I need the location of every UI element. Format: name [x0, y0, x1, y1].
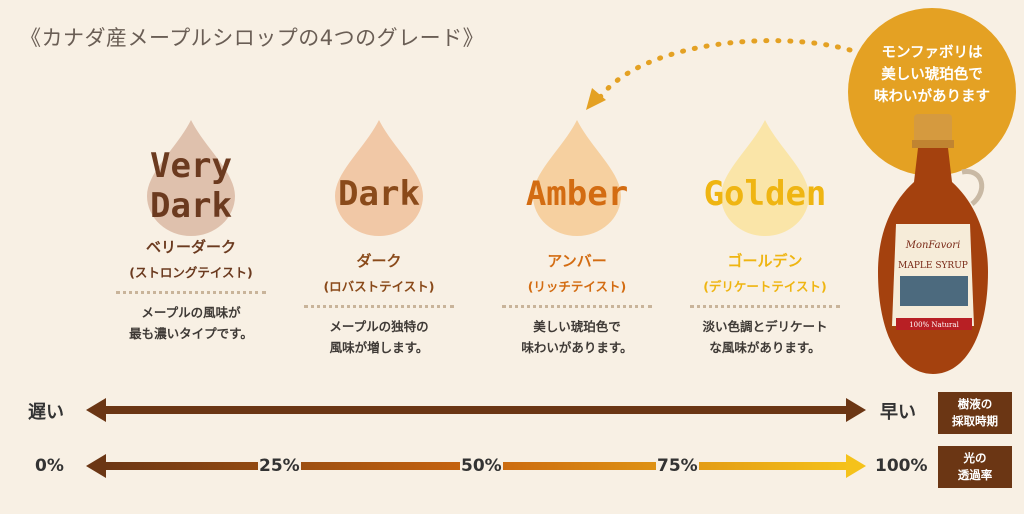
grade-name: Very Dark: [150, 146, 232, 226]
tick-0: 0%: [34, 456, 65, 476]
grade-golden: Golden ゴールデン (デリケートテイスト) 淡い色調とデリケート な風味があ…: [670, 118, 860, 358]
dotted-divider: [502, 305, 652, 308]
tick-25: 25%: [258, 456, 301, 476]
grade-dark: Dark ダーク (ロバストテイスト) メープルの独特の 風味が増します。: [284, 118, 474, 358]
dotted-divider: [116, 291, 266, 294]
grade-jp-name: ベリーダーク: [145, 238, 236, 256]
grade-name: Amber: [525, 174, 629, 214]
harvest-double-arrow: [86, 398, 866, 422]
tick-75: 75%: [656, 456, 699, 476]
svg-text:MonFavori: MonFavori: [905, 240, 961, 251]
dotted-divider: [304, 305, 454, 308]
grade-very-dark: Very Dark ベリーダーク (ストロングテイスト) メープルの風味が 最も濃い…: [96, 118, 286, 344]
grade-name: Golden: [703, 174, 827, 214]
grade-description: 美しい琥珀色で 味わいがあります。: [521, 319, 633, 355]
grade-description: メープルの風味が 最も濃いタイプです。: [129, 305, 253, 341]
droplet-icon: [533, 120, 621, 236]
grade-taste: (デリケートテイスト): [703, 279, 827, 294]
droplet-icon: [147, 120, 235, 236]
grade-description: 淡い色調とデリケート な風味があります。: [702, 319, 828, 355]
tick-100: 100%: [874, 456, 929, 476]
grade-name: Dark: [338, 174, 420, 214]
svg-text:MAPLE SYRUP: MAPLE SYRUP: [898, 261, 968, 271]
tick-50: 50%: [460, 456, 503, 476]
grade-taste: (ストロングテイスト): [129, 265, 253, 280]
transmittance-label-box: 光の 透過率: [938, 446, 1012, 488]
droplet-icon: [721, 120, 809, 236]
grade-jp-name: ゴールデン: [727, 252, 803, 270]
droplet-icon: [335, 120, 423, 236]
grade-jp-name: アンバー: [547, 252, 607, 270]
curved-dotted-arrow: [586, 38, 853, 110]
grade-description: メープルの独特の 風味が増します。: [329, 319, 429, 355]
axis-left-label: 遅い: [28, 402, 64, 423]
maple-syrup-bottle: MonFavori MAPLE SYRUP 100% Natural: [878, 114, 988, 374]
harvest-label-box: 樹液の 採取時期: [938, 392, 1012, 434]
grade-taste: (ロバストテイスト): [323, 279, 435, 294]
dotted-divider: [690, 305, 840, 308]
grade-taste: (リッチテイスト): [527, 279, 627, 294]
svg-text:100% Natural: 100% Natural: [909, 321, 959, 329]
axis-right-label: 早い: [880, 402, 916, 423]
grade-jp-name: ダーク: [356, 252, 402, 270]
page-title: 《カナダ産メープルシロップの4つのグレード》: [20, 26, 485, 50]
grade-amber: Amber アンバー (リッチテイスト) 美しい琥珀色で 味わいがあります。: [482, 118, 672, 358]
